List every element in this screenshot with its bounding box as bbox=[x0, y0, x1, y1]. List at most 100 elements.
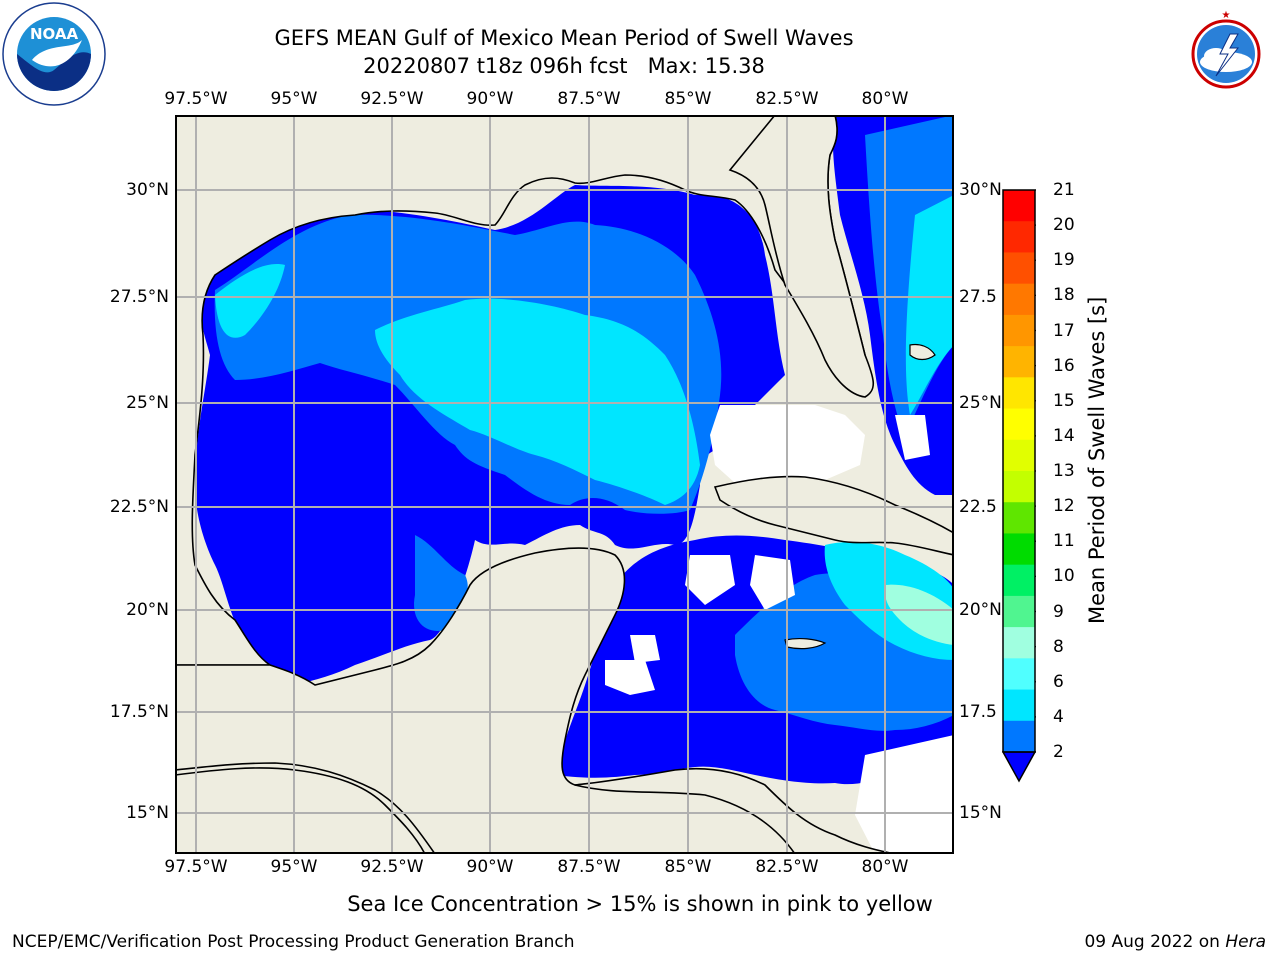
lon-label-bottom-90w: 90°W bbox=[466, 857, 514, 877]
colorbar-cell bbox=[1003, 190, 1035, 222]
lon-label-bottom-80w: 80°W bbox=[861, 857, 909, 877]
colorbar-tick-label: 13 bbox=[1053, 461, 1075, 481]
lat-label-right-30n: 30°N bbox=[959, 180, 1002, 200]
map-panel bbox=[174, 114, 955, 855]
colorbar-cell bbox=[1003, 595, 1035, 628]
colorbar-tick-label: 10 bbox=[1053, 566, 1075, 587]
nws-logo: ★ bbox=[1176, 4, 1276, 104]
land-cuba bbox=[713, 475, 955, 556]
lon-label-top-92-5w: 92.5°W bbox=[360, 89, 424, 109]
lat-label-right-25n: 25°N bbox=[959, 393, 1002, 413]
sea-ice-note: Sea Ice Concentration > 15% is shown in … bbox=[347, 892, 933, 916]
colorbar-cell bbox=[1003, 689, 1035, 722]
lon-label-top-90w: 90°W bbox=[466, 89, 514, 109]
colorbar-extend-arrow bbox=[1001, 751, 1037, 783]
colorbar-tick-label: 8 bbox=[1053, 636, 1064, 657]
missing-data-caribbean-2 bbox=[750, 555, 795, 610]
lat-label-right-27-5n: 27.5 bbox=[959, 287, 997, 307]
colorbar-cell bbox=[1003, 627, 1035, 659]
lon-label-top-87-5w: 87.5°W bbox=[557, 89, 621, 109]
lon-label-top-85w: 85°W bbox=[664, 89, 712, 109]
colorbar-cell bbox=[1003, 564, 1035, 597]
svg-text:★: ★ bbox=[1222, 10, 1231, 21]
colorbar-cell bbox=[1003, 252, 1035, 285]
colorbar-cell bbox=[1003, 346, 1035, 378]
graticule bbox=[175, 115, 954, 854]
colorbar-tick-label: 2 bbox=[1053, 742, 1064, 762]
swell-field-6-8-gulf bbox=[375, 298, 700, 505]
lat-label-right-20n: 20°N bbox=[959, 600, 1002, 620]
lat-label-left-15n: 15°N bbox=[126, 803, 169, 823]
footer-host: Hera bbox=[1225, 932, 1266, 952]
footer-branch: NCEP/EMC/Verification Post Processing Pr… bbox=[12, 932, 575, 952]
colorbar-tick-label: 18 bbox=[1053, 285, 1075, 306]
colorbar-cell bbox=[1003, 221, 1035, 253]
colorbar-tick-label: 11 bbox=[1053, 531, 1075, 552]
colorbar-tick-label: 15 bbox=[1053, 390, 1075, 411]
lon-label-bottom-87-5w: 87.5°W bbox=[557, 857, 621, 877]
swell-field-6-8-atlantic bbox=[905, 195, 954, 415]
lon-label-top-82-5w: 82.5°W bbox=[755, 89, 819, 109]
swell-field-8-9-caribbean bbox=[884, 584, 954, 645]
colorbar bbox=[1001, 189, 1037, 783]
land-florida-peninsula bbox=[728, 114, 875, 398]
land-central-america bbox=[574, 767, 896, 855]
colorbar-cell bbox=[1003, 720, 1035, 753]
colorbar-tick-label: 17 bbox=[1053, 320, 1075, 341]
missing-data-caribbean-4 bbox=[605, 660, 655, 695]
footer-date-text: 09 Aug 2022 on bbox=[1084, 932, 1226, 952]
lat-label-left-27-5n: 27.5°N bbox=[109, 287, 169, 307]
map-frame bbox=[175, 115, 954, 854]
lon-label-bottom-97-5w: 97.5°W bbox=[164, 857, 228, 877]
lat-label-left-22-5n: 22.5°N bbox=[109, 497, 169, 517]
colorbar-title: Mean Period of Swell Waves [s] bbox=[1085, 296, 1109, 624]
colorbar-cells bbox=[1003, 190, 1035, 753]
colorbar-cell bbox=[1003, 408, 1035, 441]
land-jamaica bbox=[784, 637, 827, 650]
colorbar-cell bbox=[1003, 471, 1035, 503]
lat-label-left-20n: 20°N bbox=[126, 600, 169, 620]
colorbar-tick-label: 12 bbox=[1053, 496, 1075, 517]
lon-label-bottom-95w: 95°W bbox=[270, 857, 318, 877]
colorbar-tick-marks bbox=[1035, 189, 1036, 753]
missing-data-caribbean-3 bbox=[630, 635, 660, 663]
missing-data-florida-keys bbox=[895, 415, 930, 460]
colorbar-cell bbox=[1003, 283, 1035, 316]
missing-data-caribbean-5 bbox=[855, 735, 954, 854]
swell-field-6-8-west bbox=[215, 264, 285, 338]
colorbar-cell bbox=[1003, 439, 1035, 472]
colorbar-tick-label: 19 bbox=[1053, 250, 1075, 271]
lat-label-left-17-5n: 17.5°N bbox=[109, 702, 169, 722]
colorbar-tick-label: 4 bbox=[1053, 706, 1064, 727]
missing-data-caribbean-1 bbox=[685, 555, 735, 605]
footer-date: 09 Aug 2022 on Hera bbox=[1084, 932, 1266, 952]
colorbar-tick-label: 21 bbox=[1053, 180, 1075, 200]
lat-label-right-15n: 15°N bbox=[959, 803, 1002, 823]
colorbar-cell bbox=[1003, 533, 1035, 566]
lon-label-top-80w: 80°W bbox=[861, 89, 909, 109]
colorbar-svg bbox=[1001, 189, 1037, 783]
lat-label-right-22-5n: 22.5 bbox=[959, 497, 997, 517]
lon-label-top-95w: 95°W bbox=[270, 89, 318, 109]
noaa-logo-text: NOAA bbox=[30, 25, 79, 43]
chart-title-line1: GEFS MEAN Gulf of Mexico Mean Period of … bbox=[274, 26, 854, 50]
land-bahamas bbox=[909, 343, 936, 361]
lon-label-top-97-5w: 97.5°W bbox=[164, 89, 228, 109]
colorbar-tick-label: 9 bbox=[1053, 601, 1064, 622]
lat-label-left-25n: 25°N bbox=[126, 393, 169, 413]
lat-label-left-30n: 30°N bbox=[126, 180, 169, 200]
lat-label-right-17-5n: 17.5 bbox=[959, 702, 997, 722]
colorbar-cell bbox=[1003, 502, 1035, 534]
lon-label-bottom-82-5w: 82.5°W bbox=[755, 857, 819, 877]
noaa-logo: NOAA bbox=[2, 2, 106, 106]
colorbar-cell bbox=[1003, 377, 1035, 410]
colorbar-tick-label: 20 bbox=[1053, 215, 1075, 236]
colorbar-tick-label: 14 bbox=[1053, 425, 1075, 446]
colorbar-cell bbox=[1003, 658, 1035, 691]
colorbar-tick-label: 6 bbox=[1053, 671, 1064, 692]
lon-label-bottom-92-5w: 92.5°W bbox=[360, 857, 424, 877]
swell-field-4-6-campeche bbox=[414, 535, 468, 631]
map-svg bbox=[174, 114, 955, 855]
colorbar-tick-label: 16 bbox=[1053, 355, 1075, 376]
chart-title-line2: 20220807 t18z 096h fcst Max: 15.38 bbox=[363, 54, 765, 78]
